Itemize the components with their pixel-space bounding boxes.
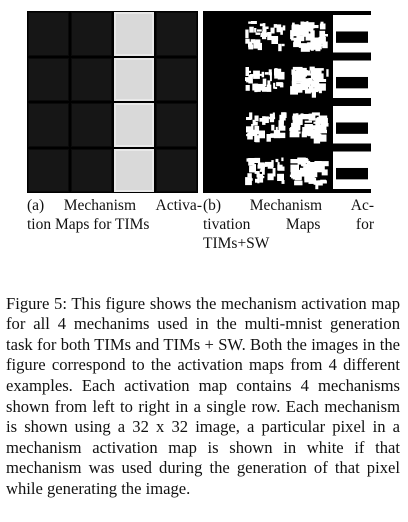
caption-line: TIMs+SW xyxy=(203,234,374,253)
mechanism-activation-blob xyxy=(290,66,329,98)
tims-sw-activation-map-image xyxy=(203,11,371,193)
caption-word: (a) xyxy=(27,197,45,214)
mechanism-activation-blob xyxy=(289,112,329,144)
caption-word: Mechanism xyxy=(63,197,137,214)
caption-line: tion Maps for TIMs xyxy=(27,215,202,234)
mechanism-cell xyxy=(113,57,155,101)
mechanism-cell xyxy=(28,57,69,101)
mechanism-cell xyxy=(113,148,155,192)
mechanism-cell xyxy=(113,12,155,56)
mechanism-activation-blob xyxy=(290,21,328,52)
caption-word: Ac- xyxy=(350,197,374,214)
mechanism-cell xyxy=(156,148,197,192)
subfigure-b-caption: (b) Mechanism Ac- tivation Maps for TIMs… xyxy=(203,196,374,253)
mechanism-activation-blob xyxy=(333,15,371,53)
subfigure-a-caption: (a) Mechanism Activa- tion Maps for TIMs xyxy=(27,196,202,234)
mechanism-cell xyxy=(113,103,155,147)
mechanism-cell xyxy=(70,103,112,147)
mechanism-activation-blob xyxy=(245,21,286,52)
caption-word: for xyxy=(355,216,374,233)
mechanism-cell xyxy=(156,12,197,56)
mechanism-cell xyxy=(70,57,112,101)
mechanism-cell xyxy=(70,148,112,192)
mechanism-activation-blob xyxy=(333,106,371,144)
mechanism-cell xyxy=(28,103,69,147)
figure-caption: Figure 5: This figure shows the mechanis… xyxy=(6,293,400,498)
mechanism-cell xyxy=(28,148,69,192)
mechanism-cell xyxy=(28,12,69,56)
caption-word: Mechanism xyxy=(249,197,323,214)
caption-word: (b) xyxy=(203,197,222,214)
mechanism-cell xyxy=(70,12,112,56)
caption-word: tivation xyxy=(203,216,251,233)
mechanism-activation-blob xyxy=(246,112,287,143)
tims-activation-map-image xyxy=(27,11,198,193)
caption-word: TIMs+SW xyxy=(203,235,270,252)
mechanism-activation-blob xyxy=(245,157,285,186)
mechanism-activation-blob xyxy=(333,60,371,98)
caption-line: (b) Mechanism Ac- xyxy=(203,196,374,215)
caption-line: (a) Mechanism Activa- xyxy=(27,196,202,215)
mechanism-cell xyxy=(156,57,197,101)
mechanism-activation-blob xyxy=(333,151,371,189)
caption-line: tivation Maps for xyxy=(203,215,374,234)
mechanism-activation-blob xyxy=(289,157,329,190)
mechanism-activation-blob xyxy=(245,67,285,93)
caption-word: tion Maps for TIMs xyxy=(27,216,150,233)
caption-word: Activa- xyxy=(155,197,202,214)
caption-word: Maps xyxy=(285,216,321,233)
tims-sw-map-svg xyxy=(245,15,371,190)
mechanism-cell xyxy=(156,103,197,147)
